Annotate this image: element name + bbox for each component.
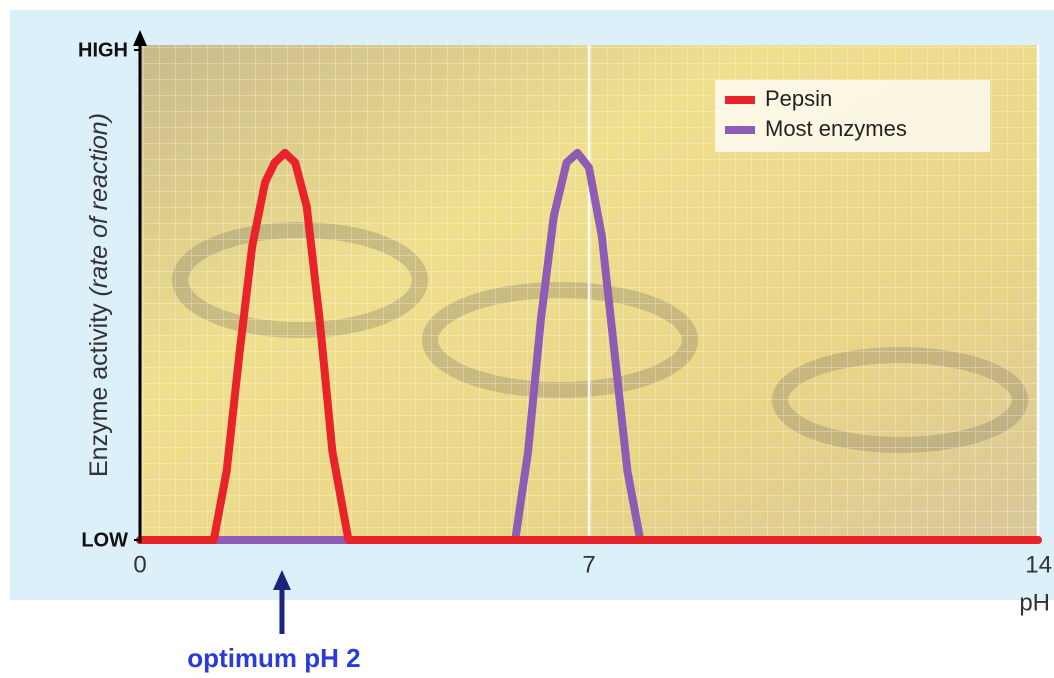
y-axis-label-main: Enzyme activity (85, 303, 113, 477)
y-tick-label: HIGH (78, 39, 128, 61)
y-tick-label: LOW (81, 529, 128, 551)
annotation-arrowhead (272, 570, 291, 590)
legend-box (715, 80, 990, 152)
y-axis-label-note: (rate of reaction) (85, 113, 113, 296)
legend-label: Pepsin (765, 86, 832, 111)
series-line (136, 148, 1042, 544)
y-axis-arrow (133, 30, 147, 46)
x-axis-label: pH (1019, 589, 1050, 616)
x-tick-label: 7 (582, 551, 595, 578)
legend-label: Most enzymes (765, 116, 907, 141)
x-tick-label: 14 (1025, 551, 1052, 578)
annotation: optimum pH 2 (187, 643, 360, 673)
y-axis-label: Enzyme activity (rate of reaction) (85, 113, 113, 477)
series-line (136, 148, 1042, 544)
x-tick-label: 0 (133, 551, 146, 578)
